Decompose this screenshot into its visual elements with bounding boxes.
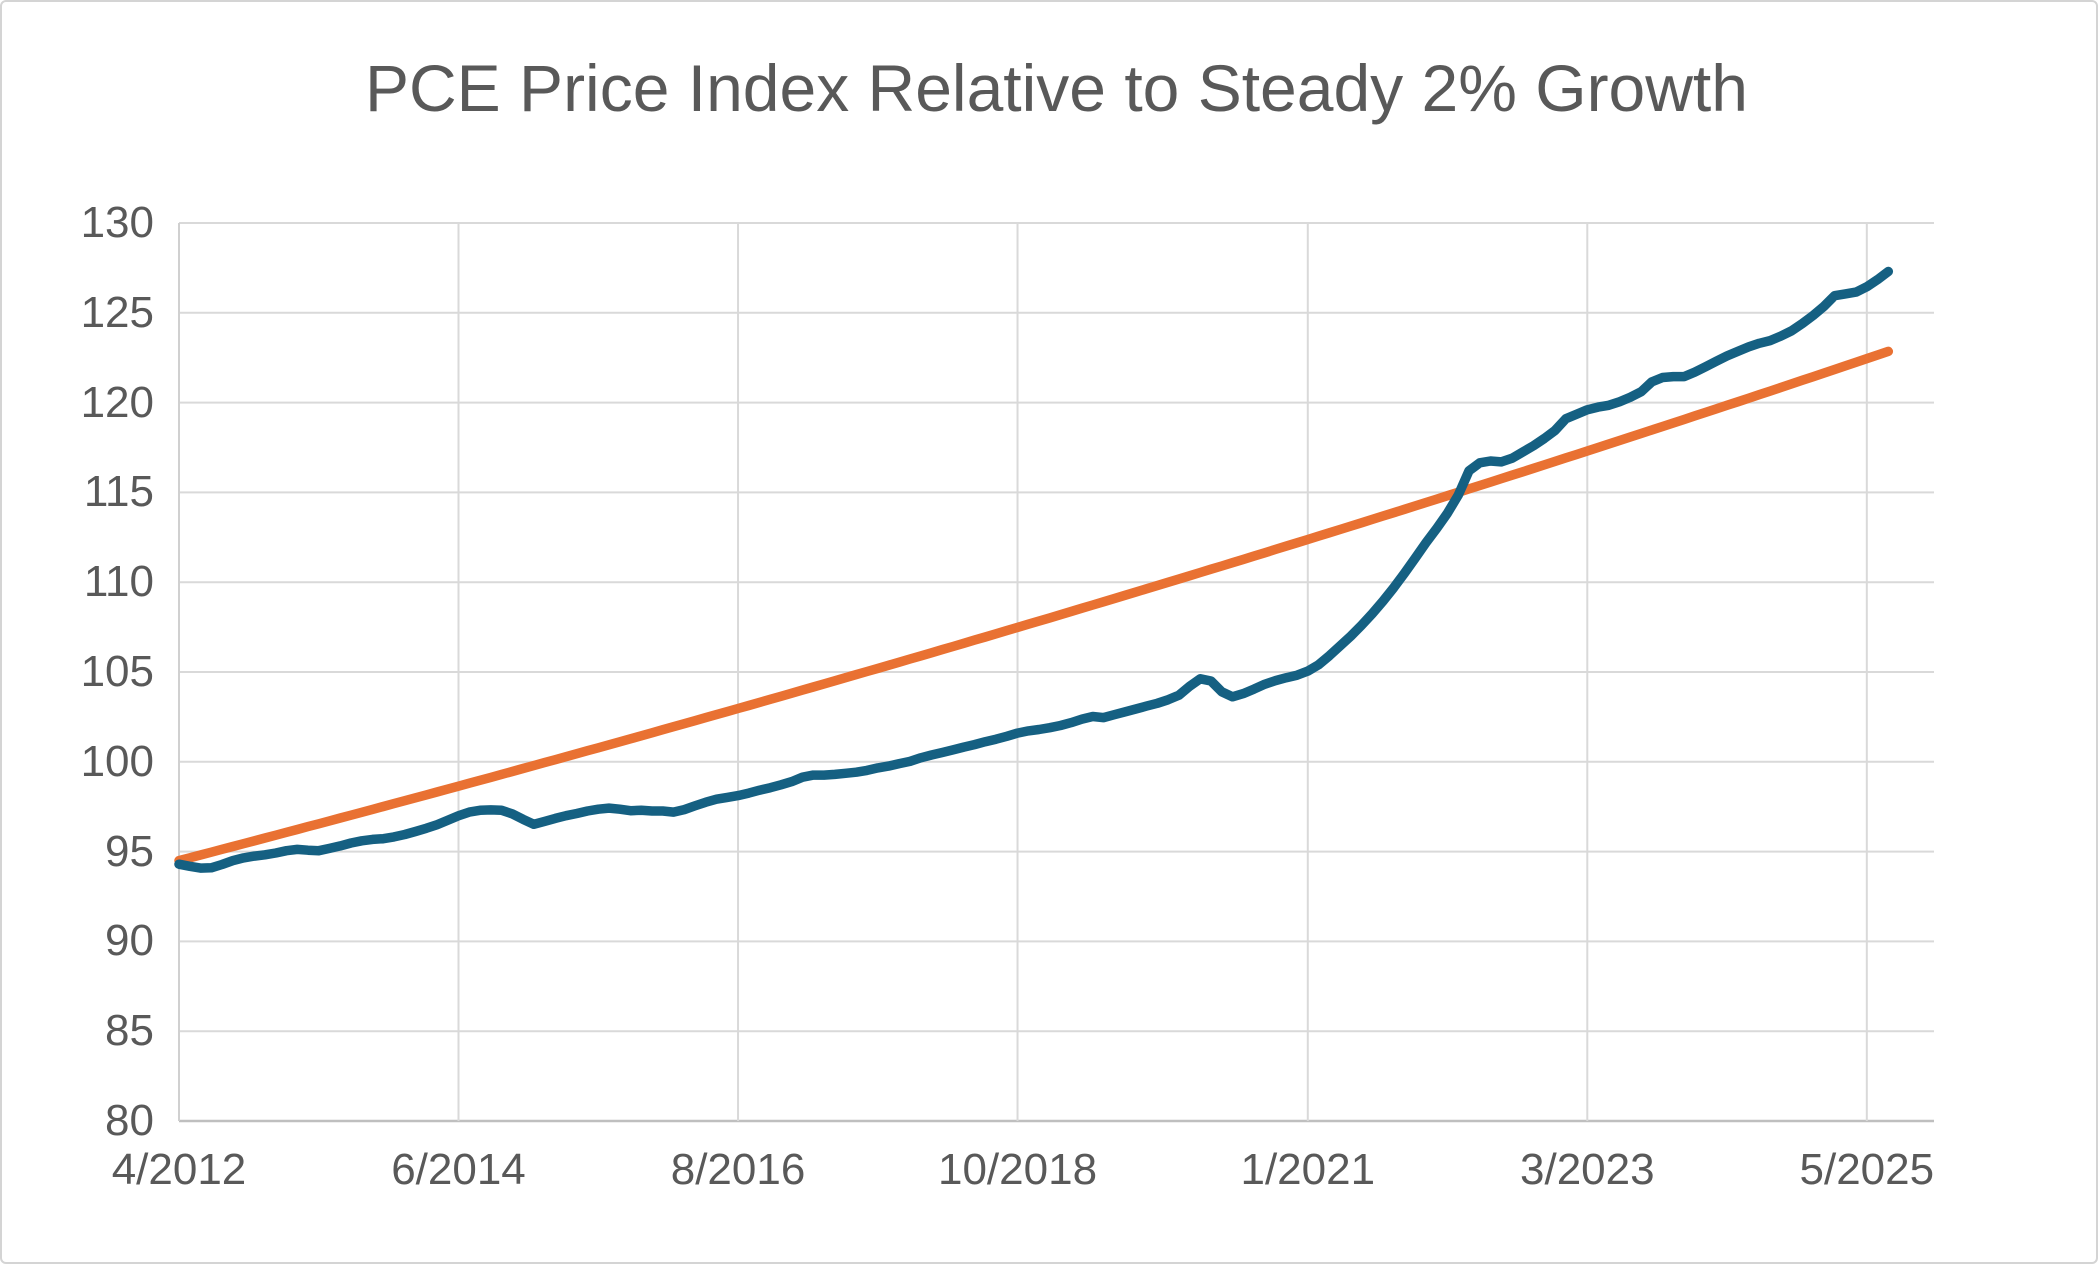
y-axis-label: 130 xyxy=(80,198,154,247)
series-lines xyxy=(174,266,1894,873)
y-axis-label: 90 xyxy=(105,916,154,966)
vertical-gridlines xyxy=(178,223,1868,1121)
x-axis-label: 6/2014 xyxy=(391,1145,526,1194)
x-axis-label: 1/2021 xyxy=(1240,1145,1376,1194)
x-axis-label: 5/2025 xyxy=(1799,1145,1935,1194)
pce-price-index-line xyxy=(174,266,1894,873)
y-axis-label: 105 xyxy=(80,647,154,696)
y-axis-label: 115 xyxy=(83,467,154,517)
trend-2pct-line xyxy=(174,346,1894,866)
x-axis-label: 3/2023 xyxy=(1520,1145,1655,1194)
y-axis-label: 120 xyxy=(80,377,154,427)
y-axis-label: 125 xyxy=(80,287,154,337)
horizontal-gridlines xyxy=(179,222,1934,1123)
y-axis-label: 80 xyxy=(105,1096,154,1145)
x-axis-label: 4/2012 xyxy=(111,1145,247,1194)
x-axis-label: 10/2018 xyxy=(937,1145,1098,1194)
y-axis-label: 100 xyxy=(80,736,154,786)
x-axis-label: 8/2016 xyxy=(670,1145,806,1194)
y-axis-label: 110 xyxy=(83,557,154,607)
y-axis-label: 95 xyxy=(105,826,154,876)
chart-title: PCE Price Index Relative to Steady 2% Gr… xyxy=(365,51,1748,125)
y-axis-label: 85 xyxy=(105,1006,154,1056)
